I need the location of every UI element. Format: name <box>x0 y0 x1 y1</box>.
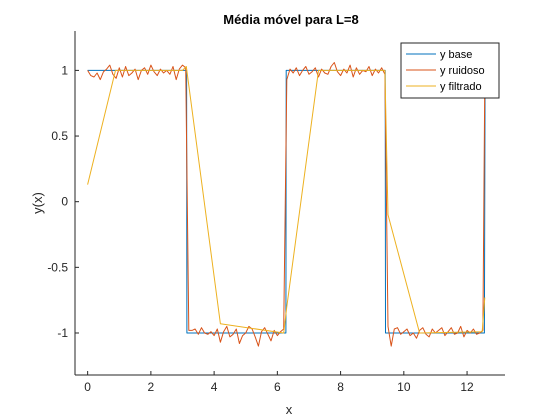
legend-entry-label: y filtrado <box>440 81 482 93</box>
y-tick-label: 0 <box>61 195 68 209</box>
x-tick-label: 12 <box>460 380 474 394</box>
axes <box>74 31 505 376</box>
series-line-3 <box>87 66 486 334</box>
chart-title: Média móvel para L=8 <box>223 12 358 27</box>
y-tick-label: -1 <box>57 326 68 340</box>
legend-entry-label: y base <box>440 49 472 61</box>
x-tick-label: 6 <box>274 380 281 394</box>
x-tick-label: 8 <box>337 380 344 394</box>
y-axis-label: y(x) <box>30 192 45 214</box>
x-tick-label: 4 <box>211 380 218 394</box>
y-tick-label: -0.5 <box>47 260 68 274</box>
series-line-2 <box>87 62 486 347</box>
y-tick-label: 1 <box>61 63 68 77</box>
legend-entry-label: y ruidoso <box>440 65 485 77</box>
plot-lines <box>87 62 486 347</box>
x-tick-label: 10 <box>397 380 411 394</box>
legend: y base y ruidoso y filtrado <box>400 42 500 99</box>
y-ticks: -1 -0.5 0 0.5 1 <box>47 63 79 340</box>
x-tick-label: 0 <box>84 380 91 394</box>
y-tick-label: 0.5 <box>51 129 68 143</box>
x-axis-label: x <box>286 402 293 417</box>
x-ticks: 0 2 4 6 8 10 12 <box>84 371 474 394</box>
x-tick-label: 2 <box>148 380 155 394</box>
